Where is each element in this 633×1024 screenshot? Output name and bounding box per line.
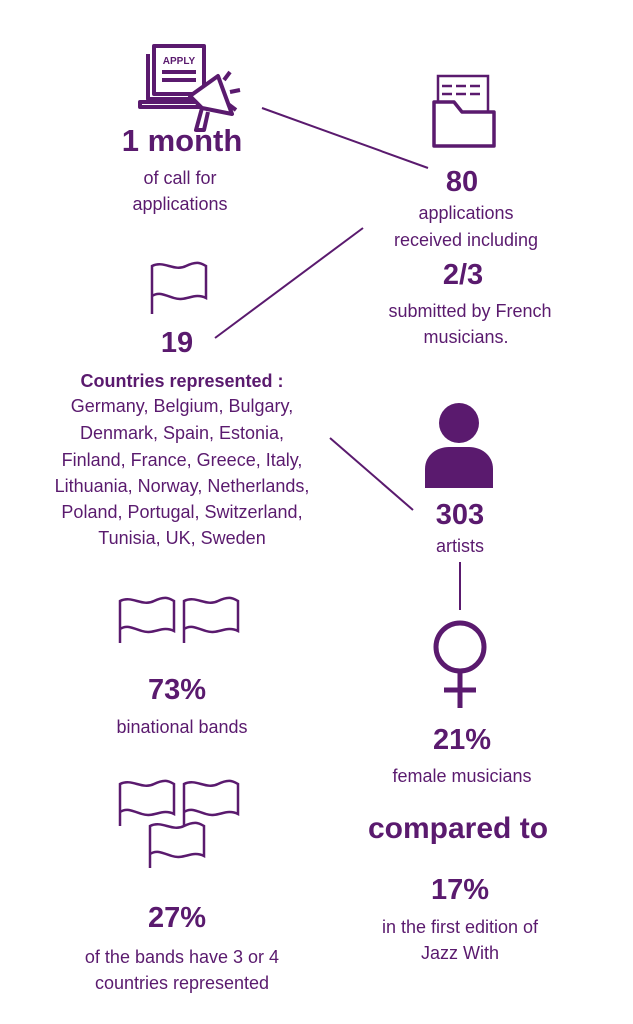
countries-list-line: Lithuania, Norway, Netherlands, (54, 476, 310, 496)
flag-icon (150, 261, 208, 314)
countries-count: 19 (160, 327, 194, 359)
female-share-label: female musicians (392, 766, 532, 786)
applications-count: 80 (445, 166, 479, 198)
call-label-line: of call for (143, 168, 217, 188)
folder-document-icon (432, 74, 496, 148)
female-symbol-icon (433, 620, 487, 708)
artists-count: 303 (435, 499, 485, 531)
countries-list-line: Tunisia, UK, Sweden (98, 528, 266, 548)
countries-list-line: Finland, France, Greece, Italy, (61, 450, 303, 470)
connector-applications-countries (214, 227, 364, 339)
binational-label: binational bands (116, 717, 248, 737)
connector-countries-artists (329, 437, 414, 511)
previous-edition-label-line: Jazz With (420, 943, 500, 963)
applications-label-line: applications (418, 203, 514, 223)
compared-to-heading: compared to (367, 812, 549, 845)
apply-laptop-megaphone-icon: APPLY (138, 44, 241, 132)
countries-list-line: Germany, Belgium, Bulgary, (70, 396, 294, 416)
svg-text:APPLY: APPLY (163, 56, 196, 67)
french-share-value: 2/3 (442, 259, 484, 291)
previous-edition-label-line: in the first edition of (381, 917, 539, 937)
female-share-value: 21% (432, 724, 492, 756)
countries-list-line: Poland, Portugal, Switzerland, (61, 502, 303, 522)
call-duration-value: 1 month (121, 123, 243, 158)
binational-share-value: 73% (147, 674, 207, 706)
call-label-line: applications (132, 194, 228, 214)
three-flags-icon (118, 779, 240, 868)
countries-heading: Countries represented : (80, 371, 284, 391)
two-flags-icon (118, 596, 240, 643)
artists-label: artists (435, 536, 485, 556)
previous-female-share-value: 17% (430, 874, 490, 906)
countries-list-line: Denmark, Spain, Estonia, (79, 423, 285, 443)
french-share-label-line: submitted by French (388, 301, 552, 321)
multinational-label-line: countries represented (94, 973, 270, 993)
person-icon (425, 403, 493, 488)
multinational-share-value: 27% (147, 902, 207, 934)
french-share-label-line: musicians. (423, 327, 509, 347)
multinational-label-line: of the bands have 3 or 4 (84, 947, 280, 967)
connector-call-applications (261, 107, 429, 169)
applications-label-line: received including (393, 230, 539, 250)
